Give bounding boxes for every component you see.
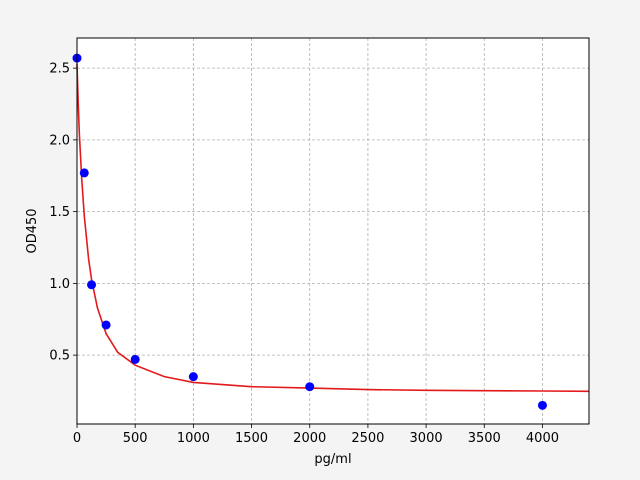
data-points-layer	[72, 53, 547, 410]
x-tick-label: 0	[73, 431, 81, 446]
y-axis-ticks: 0.5 1.0 1.5 2.0 2.5	[49, 62, 77, 364]
y-tick-label: 0.5	[49, 349, 70, 364]
y-axis-label: OD450	[25, 208, 40, 253]
x-axis-label: pg/ml	[314, 452, 351, 467]
x-tick-label: 1500	[235, 431, 268, 446]
data-point	[79, 168, 89, 178]
data-point	[87, 280, 97, 290]
y-tick-label: 2.5	[49, 62, 70, 77]
x-tick-label: 500	[123, 431, 148, 446]
x-axis-ticks: 0 500 1000 1500 2000 2500 3000 3500 4000	[73, 424, 559, 446]
data-point	[537, 400, 547, 410]
fit-curve	[76, 63, 590, 393]
y-tick-label: 1.0	[49, 277, 70, 292]
x-tick-label: 3500	[468, 431, 501, 446]
x-tick-label: 2500	[351, 431, 384, 446]
y-tick-label: 1.5	[49, 205, 70, 220]
x-tick-label: 1000	[177, 431, 210, 446]
data-point	[130, 354, 140, 364]
x-tick-label: 3000	[410, 431, 443, 446]
data-point	[101, 320, 111, 330]
fit-curve-layer	[76, 63, 590, 393]
data-point	[188, 372, 198, 382]
y-tick-label: 2.0	[49, 133, 70, 148]
x-tick-label: 4000	[526, 431, 559, 446]
data-point	[305, 382, 315, 392]
plot-area	[77, 38, 589, 424]
x-tick-label: 2000	[293, 431, 326, 446]
plot-frame	[76, 37, 590, 425]
